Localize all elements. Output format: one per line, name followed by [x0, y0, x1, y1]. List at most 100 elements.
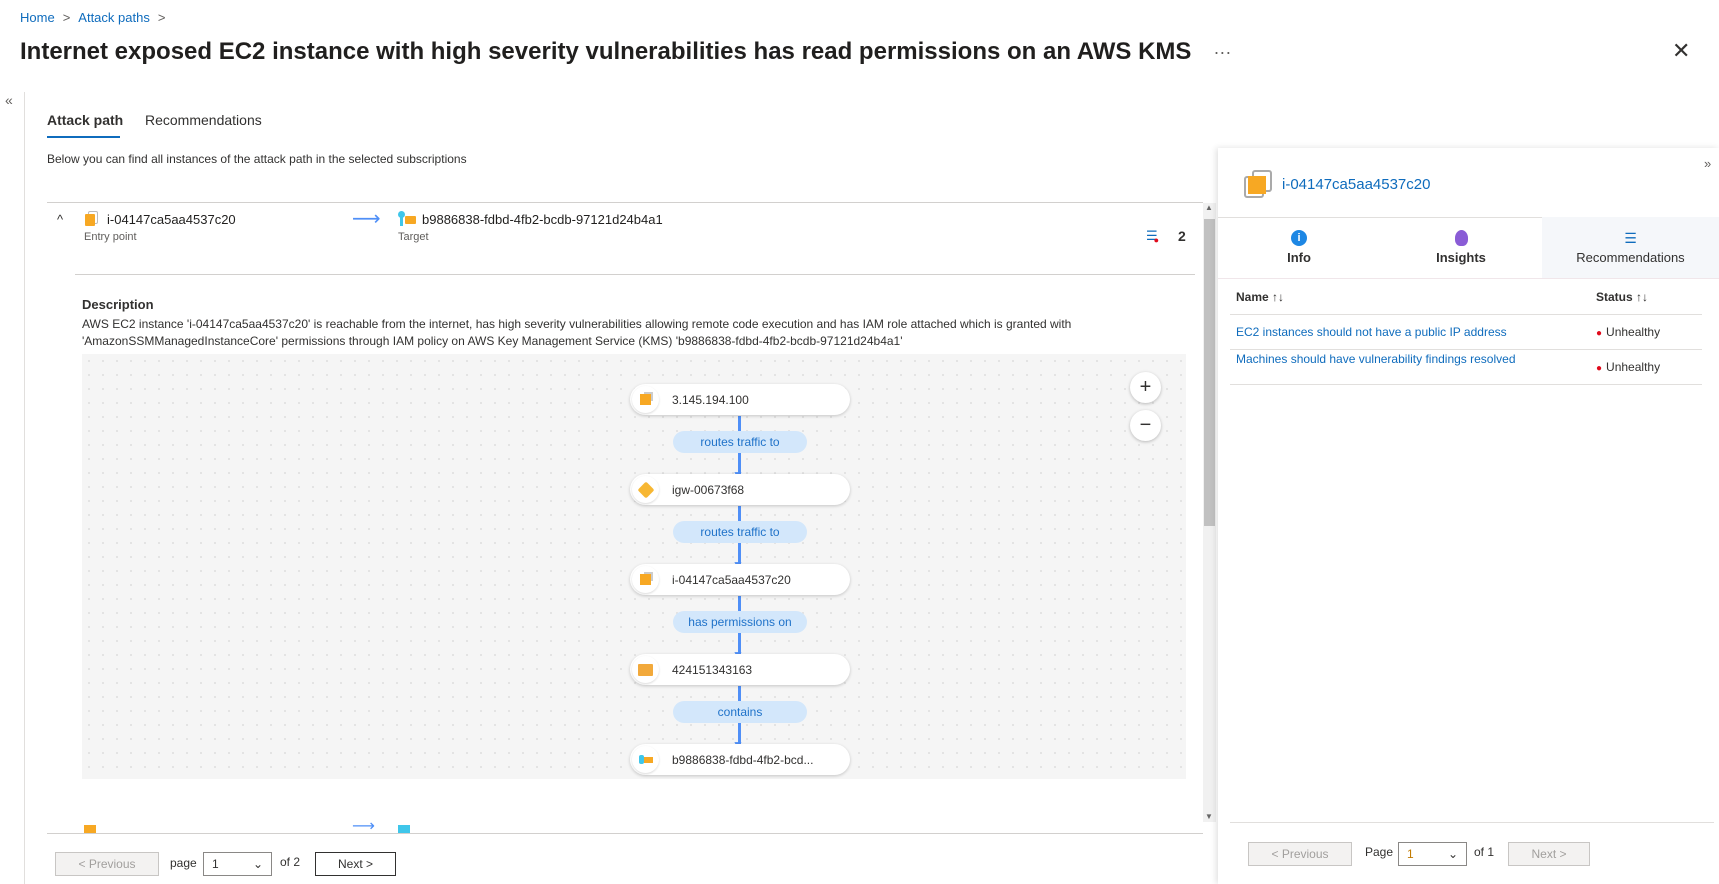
recommendations-failed-icon: ☰● — [1146, 228, 1160, 245]
ec2-instance-icon — [84, 825, 96, 833]
ec2-instance-icon — [84, 211, 100, 227]
edge-label: routes traffic to — [673, 521, 807, 543]
panel-previous-button[interactable]: < Previous — [1248, 842, 1352, 866]
kms-key-icon — [398, 211, 416, 227]
tab-label: Info — [1287, 250, 1311, 265]
divider — [47, 202, 1203, 203]
recommendation-link[interactable]: Machines should have vulnerability findi… — [1236, 352, 1516, 366]
panel-page-select[interactable]: 1 ⌄ — [1398, 842, 1467, 866]
next-path-row-partial[interactable]: ⟶ — [47, 822, 1203, 833]
active-tab-indicator — [47, 136, 120, 138]
description-text: AWS EC2 instance 'i-04147ca5aa4537c20' i… — [82, 317, 1072, 348]
unhealthy-dot-icon: ● — [1596, 363, 1603, 374]
divider — [1230, 349, 1702, 350]
more-options-button[interactable]: ··· — [1213, 41, 1232, 62]
ec2-instance-icon — [632, 386, 659, 413]
arrow-right-icon: ⟶ — [352, 208, 381, 230]
zoom-in-button[interactable]: + — [1130, 372, 1161, 403]
ec2-instance-icon — [1244, 170, 1272, 198]
scroll-up-icon[interactable]: ▲ — [1205, 203, 1213, 212]
previous-button[interactable]: < Previous — [55, 852, 159, 876]
expand-panel-icon[interactable]: » — [1704, 156, 1712, 171]
node-label: b9886838-fdbd-4fb2-bcd... — [672, 752, 814, 767]
kms-key-icon — [632, 746, 659, 773]
title-row: Internet exposed EC2 instance with high … — [20, 38, 1231, 66]
panel-tab-insights[interactable]: Insights — [1380, 217, 1542, 278]
column-header-status[interactable]: Status ↑↓ — [1596, 290, 1649, 304]
breadcrumb-home[interactable]: Home — [20, 10, 55, 25]
page-select[interactable]: 1 ⌄ — [203, 852, 272, 876]
node-label: 424151343163 — [672, 662, 753, 677]
internet-gateway-icon — [632, 476, 659, 503]
status-text: Unhealthy — [1606, 360, 1661, 374]
divider — [1230, 822, 1714, 823]
chevron-right-icon: > — [157, 10, 166, 25]
collapse-left-icon[interactable]: « — [5, 92, 13, 108]
recommendation-count: 2 — [1178, 228, 1186, 244]
breadcrumb-attack-paths[interactable]: Attack paths — [78, 10, 150, 25]
entry-point-name[interactable]: i-04147ca5aa4537c20 — [107, 212, 236, 227]
divider — [1218, 217, 1719, 218]
resource-details-panel: » i-04147ca5aa4537c20 i Info Insights ☰ … — [1218, 148, 1719, 884]
graph-canvas: ▼ ▼ ▼ ▼ routes traffic to routes traffic… — [82, 354, 1082, 779]
page-count: of 1 — [1474, 845, 1495, 859]
entry-point-label: Entry point — [84, 231, 137, 243]
edge-label: routes traffic to — [673, 431, 807, 453]
scroll-down-icon[interactable]: ▼ — [1205, 812, 1213, 821]
lightbulb-icon — [1454, 230, 1468, 246]
edge-label: contains — [673, 701, 807, 723]
graph-node[interactable]: b9886838-fdbd-4fb2-bcd... — [630, 744, 850, 775]
graph-node[interactable]: igw-00673f68 — [630, 474, 850, 505]
divider — [75, 274, 1195, 275]
checklist-icon: ☰ — [1624, 230, 1637, 246]
page-label: Page — [1365, 845, 1394, 859]
page-value: 1 — [212, 857, 219, 871]
next-button[interactable]: Next > — [315, 852, 396, 876]
close-icon[interactable]: ✕ — [1672, 38, 1691, 63]
attack-path-graph[interactable]: + − — [82, 354, 1186, 779]
zoom-out-button[interactable]: − — [1130, 410, 1161, 441]
recommendation-link[interactable]: EC2 instances should not have a public I… — [1236, 325, 1507, 339]
folder-account-icon — [632, 656, 659, 683]
ec2-instance-icon — [632, 566, 659, 593]
divider — [1218, 278, 1719, 279]
tab-label: Insights — [1436, 250, 1486, 265]
scrollbar-thumb[interactable] — [1204, 219, 1215, 526]
tab-label: Recommendations — [1576, 250, 1685, 265]
kms-key-icon — [398, 825, 410, 833]
chevron-down-icon: ⌄ — [1447, 847, 1458, 861]
tab-attack-path[interactable]: Attack path — [47, 112, 124, 128]
divider — [1230, 384, 1702, 385]
tab-recommendations[interactable]: Recommendations — [145, 112, 262, 128]
divider — [1230, 314, 1702, 315]
node-label: i-04147ca5aa4537c20 — [672, 572, 791, 587]
divider — [47, 833, 1203, 834]
node-label: 3.145.194.100 — [672, 392, 749, 407]
graph-node[interactable]: 3.145.194.100 — [630, 384, 850, 415]
graph-node[interactable]: 424151343163 — [630, 654, 850, 685]
page-title: Internet exposed EC2 instance with high … — [20, 38, 1192, 65]
edge-label: has permissions on — [673, 611, 807, 633]
breadcrumb: Home > Attack paths > — [20, 10, 165, 25]
chevron-up-icon[interactable]: ^ — [57, 212, 64, 227]
target-label: Target — [398, 231, 429, 243]
graph-node[interactable]: i-04147ca5aa4537c20 — [630, 564, 850, 595]
page-value: 1 — [1407, 847, 1414, 861]
unhealthy-dot-icon: ● — [1596, 328, 1603, 339]
status-text: Unhealthy — [1606, 325, 1661, 339]
page-count: of 2 — [280, 855, 301, 869]
panel-tab-info[interactable]: i Info — [1218, 217, 1380, 278]
target-name[interactable]: b9886838-fdbd-4fb2-bcdb-97121d24b4a1 — [422, 212, 663, 227]
column-header-name[interactable]: Name ↑↓ — [1236, 290, 1285, 304]
divider — [24, 92, 25, 884]
node-label: igw-00673f68 — [672, 482, 745, 497]
panel-next-button[interactable]: Next > — [1508, 842, 1590, 866]
panel-tab-recommendations[interactable]: ☰ Recommendations — [1542, 217, 1719, 278]
resource-title[interactable]: i-04147ca5aa4537c20 — [1282, 176, 1431, 193]
info-icon: i — [1291, 230, 1307, 246]
status-badge: ● Unhealthy — [1596, 360, 1660, 374]
status-badge: ● Unhealthy — [1596, 325, 1660, 339]
subtitle: Below you can find all instances of the … — [47, 152, 467, 166]
description-heading: Description — [82, 297, 154, 312]
page-label: page — [170, 856, 197, 870]
